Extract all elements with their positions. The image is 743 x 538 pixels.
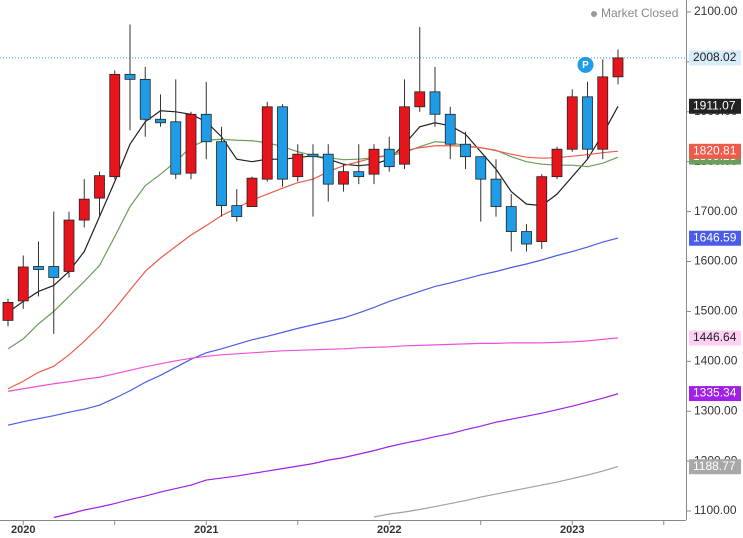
candle-body: [551, 148, 563, 178]
candle-body: [429, 91, 441, 115]
candle-body: [63, 219, 75, 272]
candle-body: [139, 78, 151, 120]
y-tick-label: 1300.00: [694, 403, 738, 417]
candle-body: [78, 198, 90, 221]
candle-body: [368, 148, 380, 175]
candle-body: [216, 141, 227, 207]
candle-body: [292, 153, 304, 178]
candle-body: [307, 153, 319, 158]
candle-body: [582, 96, 593, 150]
candle-body: [17, 266, 29, 302]
y-tick-label: 1500.00: [694, 304, 738, 318]
candle-body: [322, 153, 334, 185]
price-label-box: [689, 330, 741, 346]
market-status: Market Closed: [601, 6, 678, 20]
moving-average-line: [7, 337, 619, 392]
candle-body: [597, 76, 609, 150]
price-label-box: [689, 143, 741, 159]
candle-body: [200, 113, 212, 143]
candle-body: [444, 113, 456, 145]
y-tick-label: 1100.00: [694, 503, 737, 517]
y-tick-label: 1700.00: [694, 204, 738, 218]
candle-body: [338, 171, 349, 185]
moving-average-line: [7, 237, 619, 426]
price-label-box: [689, 386, 741, 402]
plot-area: [0, 24, 686, 519]
x-tick-label: 2023: [560, 524, 584, 536]
candle-body: [521, 231, 532, 245]
status-dot: [591, 11, 597, 17]
candle-body: [505, 206, 517, 232]
price-label: 1446.64: [693, 330, 737, 344]
price-label: 1335.34: [693, 386, 737, 400]
y-tick-label: 1600.00: [694, 254, 738, 268]
badge-text: P: [582, 60, 589, 71]
candle-body: [33, 266, 44, 270]
candle-body: [566, 96, 578, 150]
price-label: 1188.77: [693, 459, 736, 473]
moving-average-line: [373, 466, 619, 518]
candle-body: [48, 266, 60, 278]
candle-body: [536, 176, 548, 242]
candle-body: [94, 175, 105, 199]
price-label: 1820.81: [693, 143, 737, 157]
candle-body: [383, 148, 395, 168]
badge-circle: [577, 56, 594, 73]
candle-body: [2, 302, 14, 321]
candle-body: [399, 106, 410, 165]
candle-body: [490, 178, 502, 208]
y-tick-label: 1400.00: [694, 353, 738, 367]
candle-body: [124, 73, 136, 80]
price-label-box: [689, 50, 741, 66]
price-label: 1911.07: [693, 98, 736, 112]
candle-body: [414, 91, 426, 108]
price-label: 2008.02: [693, 50, 737, 64]
candle-body: [475, 156, 487, 180]
price-label: 1646.59: [693, 230, 737, 244]
candle-body: [170, 121, 182, 175]
price-label-box: [689, 98, 741, 114]
candle-body: [185, 113, 197, 174]
candle-body: [231, 205, 243, 217]
moving-average-line: [53, 393, 619, 519]
candle-body: [353, 171, 365, 178]
y-tick-label: 2100.00: [694, 4, 738, 18]
x-tick-label: 2020: [11, 524, 35, 536]
candle-body: [277, 106, 288, 180]
price-label-box: [689, 230, 741, 246]
x-tick-label: 2021: [194, 524, 218, 536]
price-label-box: [689, 459, 741, 475]
candle-body: [460, 143, 471, 158]
candle-body: [155, 118, 166, 124]
candle-body: [246, 177, 258, 208]
x-tick-label: 2022: [377, 524, 401, 536]
candle-body: [109, 73, 121, 178]
candle-body: [261, 106, 273, 180]
candle-body: [612, 57, 624, 78]
